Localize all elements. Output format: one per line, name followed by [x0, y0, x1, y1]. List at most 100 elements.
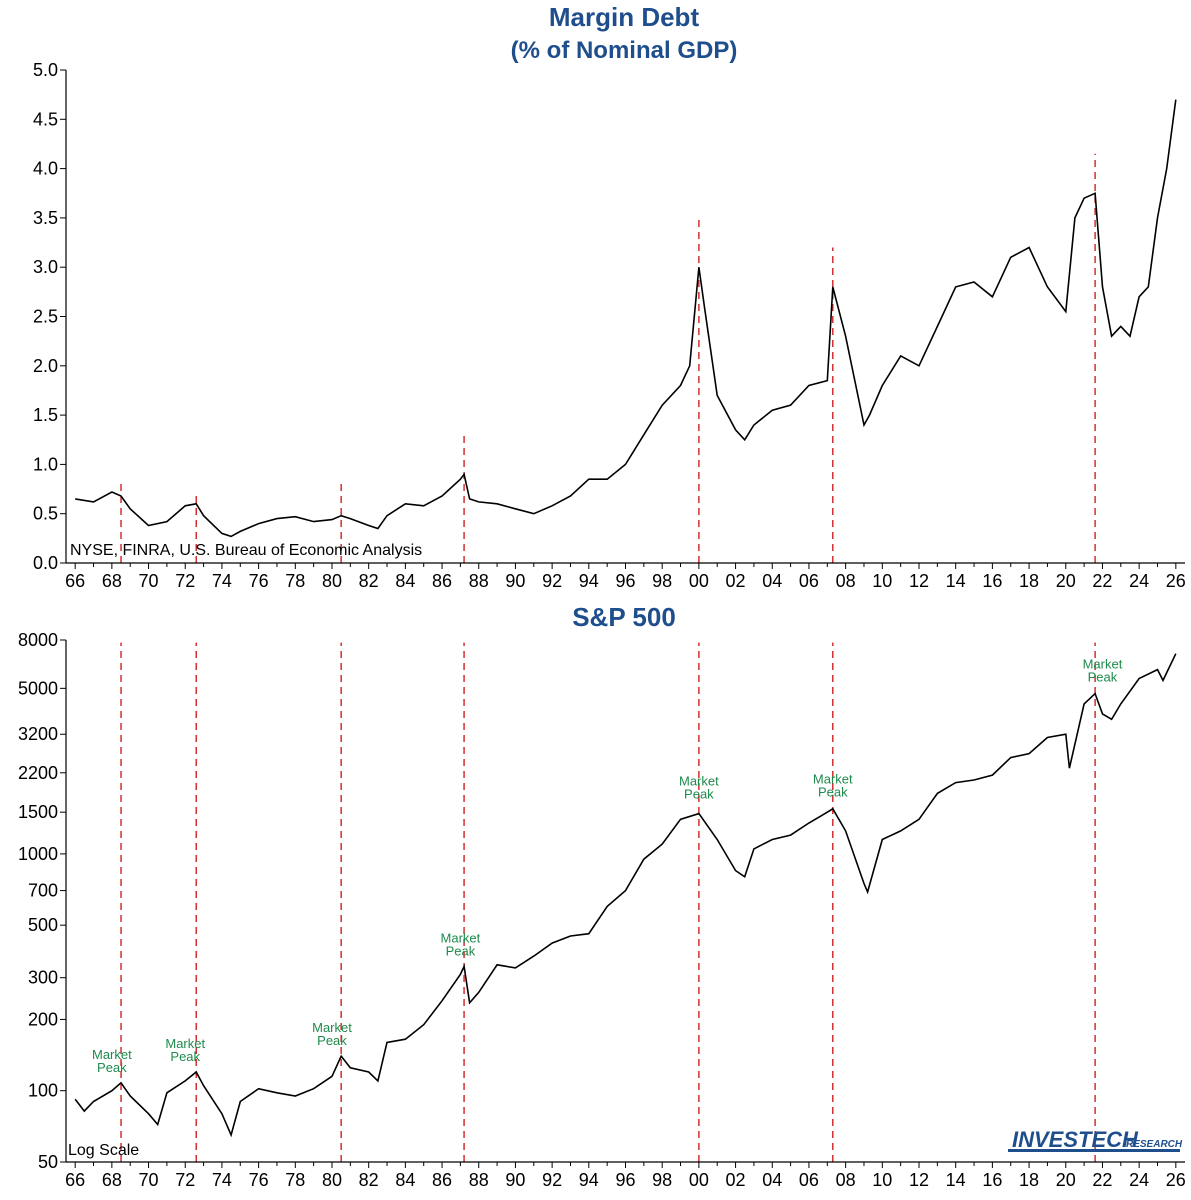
x-tick-label: 96 — [615, 571, 635, 591]
x-tick-label: 10 — [872, 1170, 892, 1190]
x-tick-label: 84 — [395, 571, 415, 591]
axes: 5010020030050070010001500220032005000800… — [18, 630, 1186, 1190]
market-peak-label-line: Market — [813, 771, 853, 786]
market-peak-label-line: Peak — [170, 1049, 200, 1064]
x-tick-label: 68 — [102, 571, 122, 591]
x-tick-label: 92 — [542, 571, 562, 591]
x-tick-label: 94 — [579, 1170, 599, 1190]
x-tick-label: 02 — [726, 1170, 746, 1190]
x-tick-label: 06 — [799, 571, 819, 591]
x-tick-label: 10 — [872, 571, 892, 591]
x-tick-label: 24 — [1129, 571, 1149, 591]
x-tick-label: 94 — [579, 571, 599, 591]
chart-subtitle: (% of Nominal GDP) — [511, 37, 738, 64]
y-tick-label: 3.0 — [33, 257, 58, 277]
x-tick-label: 16 — [982, 1170, 1002, 1190]
scale-note: Log Scale — [68, 1142, 139, 1159]
x-tick-label: 04 — [762, 571, 782, 591]
x-tick-label: 16 — [982, 571, 1002, 591]
chart-title: Margin Debt — [549, 2, 700, 32]
y-tick-label: 8000 — [18, 630, 58, 650]
series-line — [75, 99, 1177, 538]
y-tick-label: 2.0 — [33, 356, 58, 376]
logo-sub-text: RESEARCH — [1126, 1139, 1183, 1150]
x-tick-label: 04 — [762, 1170, 782, 1190]
x-tick-label: 14 — [946, 1170, 966, 1190]
x-tick-label: 20 — [1056, 1170, 1076, 1190]
x-tick-label: 72 — [175, 571, 195, 591]
market-peak-label-line: Market — [92, 1047, 132, 1062]
investech-logo: INVESTECH RESEARCH — [1008, 1127, 1183, 1152]
logo-main-text: INVESTECH — [1012, 1127, 1139, 1152]
x-tick-label: 86 — [432, 571, 452, 591]
market-peak-label-line: Peak — [684, 786, 714, 801]
x-tick-label: 90 — [505, 571, 525, 591]
series-line — [74, 653, 1177, 1138]
x-tick-label: 98 — [652, 571, 672, 591]
market-peak-label: Market Peak — [679, 773, 719, 801]
x-tick-label: 12 — [909, 571, 929, 591]
x-tick-label: 80 — [322, 1170, 342, 1190]
x-tick-label: 14 — [946, 571, 966, 591]
y-tick-label: 4.0 — [33, 159, 58, 179]
y-tick-label: 3200 — [18, 724, 58, 744]
peak-lines — [120, 153, 1096, 563]
x-tick-label: 00 — [689, 1170, 709, 1190]
y-tick-label: 2.5 — [33, 307, 58, 327]
x-tick-label: 18 — [1019, 1170, 1039, 1190]
logo-underline — [1008, 1149, 1180, 1152]
x-tick-label: 00 — [689, 571, 709, 591]
y-tick-label: 1.5 — [33, 405, 58, 425]
x-tick-label: 78 — [285, 1170, 305, 1190]
y-tick-label: 100 — [28, 1081, 58, 1101]
x-tick-label: 82 — [359, 571, 379, 591]
x-tick-label: 68 — [102, 1170, 122, 1190]
market-peak-label-line: Peak — [818, 784, 848, 799]
x-tick-label: 78 — [285, 571, 305, 591]
x-tick-label: 96 — [615, 1170, 635, 1190]
x-tick-label: 66 — [65, 571, 85, 591]
x-tick-label: 88 — [469, 1170, 489, 1190]
y-tick-label: 3.5 — [33, 208, 58, 228]
x-tick-label: 26 — [1166, 1170, 1186, 1190]
market-peak-label: Market Peak — [813, 771, 853, 799]
y-tick-label: 1.0 — [33, 454, 58, 474]
x-tick-label: 24 — [1129, 1170, 1149, 1190]
x-tick-label: 76 — [249, 571, 269, 591]
market-peak-label-line: Peak — [446, 943, 476, 958]
margin-debt-panel: Margin Debt (% of Nominal GDP) 0.0 0.5 1.0… — [33, 2, 1186, 591]
chart-title: S&P 500 — [572, 602, 676, 632]
y-tick-label: 2200 — [18, 763, 58, 783]
x-tick-label: 74 — [212, 571, 232, 591]
y-tick-label: 5.0 — [33, 60, 58, 80]
market-peak-label-line: Market — [441, 930, 481, 945]
market-peak-label: Market Peak — [312, 1020, 352, 1048]
x-tick-label: 66 — [65, 1170, 85, 1190]
y-tick-label: 1000 — [18, 844, 58, 864]
axes: 0.0 0.5 1.0 1.5 2.0 2.5 3.0 3.5 4.0 4.5 5.0 66 68 70 7… — [33, 60, 1186, 591]
x-tick-label: 98 — [652, 1170, 672, 1190]
market-peak-label-line: Market — [165, 1036, 205, 1051]
y-tick-label: 50 — [38, 1152, 58, 1172]
y-tick-label: 0.5 — [33, 504, 58, 524]
x-tick-label: 26 — [1166, 571, 1186, 591]
x-tick-label: 70 — [139, 1170, 159, 1190]
y-tick-label: 4.5 — [33, 109, 58, 129]
market-peak-label-line: Market — [1083, 657, 1123, 672]
x-tick-label: 18 — [1019, 571, 1039, 591]
market-peak-label: Market Peak — [165, 1036, 205, 1064]
x-tick-label: 84 — [395, 1170, 415, 1190]
market-peak-label: Market Peak — [92, 1047, 132, 1075]
x-tick-label: 74 — [212, 1170, 232, 1190]
market-peak-label-line: Peak — [317, 1033, 347, 1048]
x-tick-label: 02 — [726, 571, 746, 591]
market-peak-label-line: Market — [679, 773, 719, 788]
x-tick-label: 22 — [1092, 571, 1112, 591]
x-tick-label: 90 — [505, 1170, 525, 1190]
x-tick-label: 06 — [799, 1170, 819, 1190]
x-tick-label: 70 — [139, 571, 159, 591]
x-tick-label: 72 — [175, 1170, 195, 1190]
market-peak-label-line: Peak — [1088, 670, 1118, 685]
